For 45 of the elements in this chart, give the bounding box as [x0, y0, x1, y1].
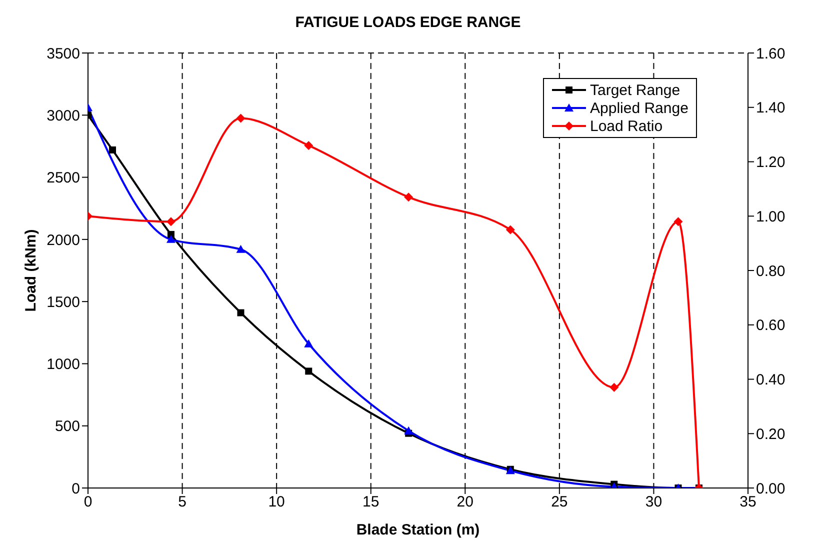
y2-tick-label: 1.40 [756, 100, 786, 117]
point [304, 339, 314, 348]
point [109, 146, 116, 154]
x-tick-label: 15 [362, 494, 380, 511]
y-axis-title: Load (kNm) [22, 229, 40, 312]
point [166, 217, 176, 226]
y-tick-label: 1000 [46, 356, 80, 374]
x-tick-label: 25 [551, 494, 568, 511]
y-tick-label: 0 [72, 480, 80, 498]
x-tick-label: 10 [268, 494, 285, 511]
y-tick-label: 3000 [46, 107, 80, 124]
y-tick-label: 3500 [46, 45, 80, 62]
x-tick-label: 30 [645, 494, 662, 511]
x-axis-title: Blade Station (m) [356, 522, 480, 539]
legend-label: Applied Range [590, 100, 688, 116]
point [304, 140, 314, 150]
y-tick-label: 500 [54, 418, 80, 436]
y-tick-label: 1500 [46, 294, 80, 311]
point [506, 225, 515, 234]
point [236, 114, 246, 123]
point [674, 217, 683, 226]
x-tick-label: 20 [456, 494, 474, 511]
y2-tick-label: 0.40 [756, 372, 786, 389]
y2-tick-label: 1.00 [756, 208, 786, 226]
x-tick-label: 5 [178, 494, 186, 511]
legend-label: Load Ratio [590, 118, 663, 134]
chart-title: FATIGUE LOADS EDGE RANGE [294, 14, 522, 31]
legend-label: Target Range [590, 82, 680, 98]
y2-tick-label: 1.20 [756, 154, 786, 172]
y2-tick-label: 0.80 [756, 262, 786, 280]
point [236, 244, 246, 253]
y2-tick-label: 0.20 [756, 426, 786, 443]
x-tick-label: 0 [84, 494, 92, 511]
point [305, 368, 312, 375]
point [404, 426, 414, 434]
x-tick-label: 35 [740, 494, 756, 511]
point [166, 234, 176, 243]
y2-tick-label: 0.60 [756, 317, 786, 334]
point [404, 192, 414, 202]
point [237, 309, 244, 316]
y2-tick-label: 0.00 [756, 480, 786, 498]
y2-tick-label: 1.60 [756, 45, 786, 62]
point [610, 382, 619, 392]
y-tick-label: 2000 [46, 232, 80, 249]
y-tick-label: 2500 [46, 170, 80, 187]
